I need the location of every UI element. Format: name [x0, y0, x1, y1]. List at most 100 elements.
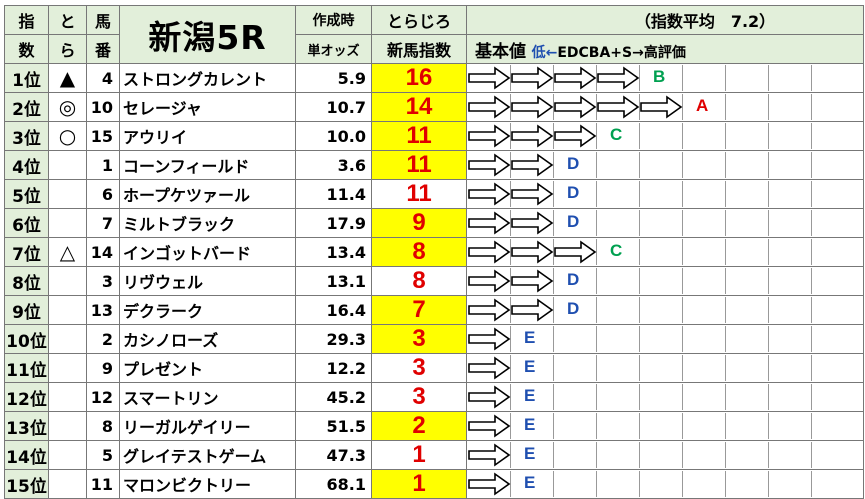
grid-line [596, 268, 597, 294]
header-new-index: とらじろ [371, 5, 467, 35]
rank-cell: 4位 [4, 150, 49, 180]
grade-label: C [610, 125, 623, 144]
grid-line [682, 181, 683, 207]
horse-name: カシノローズ [119, 324, 296, 354]
grade-chart-cell: D [466, 295, 864, 325]
win-odds: 17.9 [295, 208, 372, 238]
grid-line [811, 123, 812, 149]
table-row: 4位 1 コーンフィールド 3.6 11 D [4, 150, 864, 180]
grid-line [639, 65, 640, 91]
scale-legend: 基本値 低←EDCBA+S→高評価 [466, 34, 864, 64]
header-index: 指 [4, 5, 49, 35]
rank-cell: 7位 [4, 237, 49, 267]
tora-mark [48, 440, 87, 470]
rank-cell: 2位 [4, 92, 49, 122]
grid-line [639, 442, 640, 468]
grade-chart-cell: A [466, 92, 864, 122]
horse-number: 12 [86, 382, 120, 412]
grade-chart: D [468, 268, 863, 294]
grid-line [510, 442, 511, 468]
grid-line [510, 210, 511, 236]
new-horse-index: 3 [371, 382, 467, 412]
grid-line [682, 413, 683, 439]
new-horse-index: 1 [371, 440, 467, 470]
win-odds: 16.4 [295, 295, 372, 325]
grid-line [596, 442, 597, 468]
arrow-icon [640, 95, 683, 119]
grid-line [510, 326, 511, 352]
grid-line [811, 384, 812, 410]
grid-line [811, 355, 812, 381]
grid-line [811, 181, 812, 207]
horse-name: デクラーク [119, 295, 296, 325]
horse-number: 15 [86, 121, 120, 151]
new-horse-index: 11 [371, 179, 467, 209]
grid-line [596, 326, 597, 352]
grid-line [682, 152, 683, 178]
table-row: 11位 9 プレゼント 12.2 3 E [4, 353, 864, 383]
table-row: 5位 6 ホープケツァール 11.4 11 D [4, 179, 864, 209]
grid-line [510, 268, 511, 294]
table-row: 15位 11 マロンビクトリー 68.1 1 E [4, 469, 864, 499]
horse-number: 1 [86, 150, 120, 180]
horse-name: セレージャ [119, 92, 296, 122]
rank-cell: 6位 [4, 208, 49, 238]
arrow-icon [468, 95, 511, 119]
grid-line [639, 123, 640, 149]
horse-number: 5 [86, 440, 120, 470]
horse-name: グレイテストゲーム [119, 440, 296, 470]
grid-line [811, 210, 812, 236]
horse-number: 13 [86, 295, 120, 325]
grid-line [596, 471, 597, 497]
grid-line [811, 94, 812, 120]
grade-label: E [524, 415, 536, 434]
tora-mark [48, 295, 87, 325]
grid-line [510, 123, 511, 149]
grid-line [725, 442, 726, 468]
grade-label: E [524, 357, 536, 376]
grid-line [811, 297, 812, 323]
grid-line [725, 384, 726, 410]
new-horse-index: 2 [371, 411, 467, 441]
grid-line [553, 268, 554, 294]
grid-line [682, 442, 683, 468]
table-row: 3位 ○ 15 アウリイ 10.0 11 C [4, 121, 864, 151]
win-odds: 11.4 [295, 179, 372, 209]
grade-label: C [610, 241, 623, 260]
rank-cell: 9位 [4, 295, 49, 325]
rank-cell: 14位 [4, 440, 49, 470]
grade-label: B [653, 67, 666, 86]
grid-line [553, 65, 554, 91]
grade-chart: E [468, 355, 863, 381]
grid-line [553, 181, 554, 207]
arrow-icon [511, 124, 554, 148]
tora-mark [48, 266, 87, 296]
grade-chart-cell: E [466, 469, 864, 499]
grid-line [596, 181, 597, 207]
grid-line [725, 210, 726, 236]
grade-chart: E [468, 442, 863, 468]
win-odds: 10.7 [295, 92, 372, 122]
grid-line [768, 152, 769, 178]
tora-mark [48, 469, 87, 499]
arrow-icon [468, 414, 511, 438]
horse-number: 8 [86, 411, 120, 441]
grade-chart: A [468, 94, 863, 120]
grid-line [596, 239, 597, 265]
rank-cell: 15位 [4, 469, 49, 499]
grid-line [596, 94, 597, 120]
grid-line [510, 297, 511, 323]
tora-mark: ◎ [48, 92, 87, 122]
grid-line [725, 152, 726, 178]
rank-cell: 3位 [4, 121, 49, 151]
arrow-icon [468, 472, 511, 496]
grid-line [510, 355, 511, 381]
horse-name: リーガルゲイリー [119, 411, 296, 441]
header-index-2: 数 [4, 34, 49, 64]
grid-line [811, 413, 812, 439]
tora-mark [48, 208, 87, 238]
grid-line [639, 181, 640, 207]
grade-chart: C [468, 239, 863, 265]
grid-line [811, 471, 812, 497]
grid-line [768, 210, 769, 236]
